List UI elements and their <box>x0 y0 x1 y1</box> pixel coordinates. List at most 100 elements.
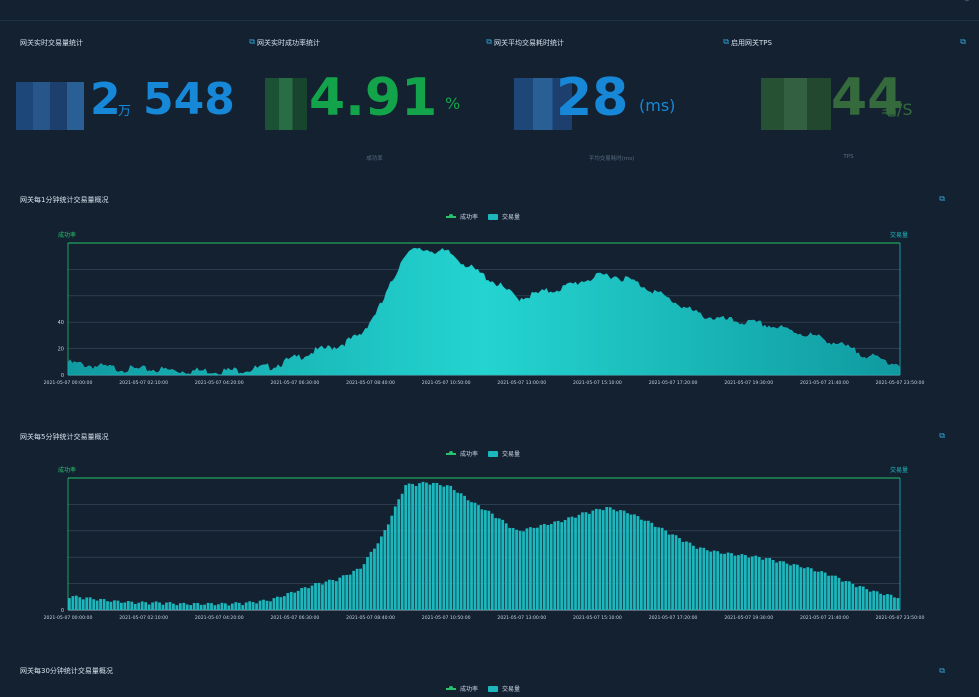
volume-bar <box>192 603 196 610</box>
volume-bar <box>730 553 733 610</box>
expand-icon[interactable]: ⧉ <box>939 194 945 203</box>
x-tick-label: 2021-05-07 06:30:00 <box>271 615 320 621</box>
y-tick-label: 0 <box>61 608 64 614</box>
legend-line-icon <box>446 450 456 455</box>
volume-bar <box>425 482 428 610</box>
kpi-subtitle: 平均交易耗时(ms) <box>588 156 635 162</box>
volume-bar <box>109 601 113 610</box>
x-tick-label: 2021-05-07 17:20:00 <box>649 380 698 386</box>
volume-bar <box>237 602 241 610</box>
volume-bar <box>272 598 276 610</box>
volume-bar <box>615 511 619 610</box>
settings-icon[interactable]: ⚙ <box>963 0 971 4</box>
chart-legend[interactable]: 成功率 交易量 <box>446 449 520 458</box>
volume-bar <box>182 602 186 610</box>
volume-bar <box>820 571 824 610</box>
volume-bar <box>809 568 813 610</box>
kpi-card-latency: 网关平均交易耗时统计 ⧉ 28 (ms) 平均交易耗时(ms) <box>494 30 729 180</box>
volume-bar <box>591 510 595 610</box>
volume-bar <box>712 550 716 610</box>
legend-volume: 交易量 <box>502 686 521 693</box>
volume-bar <box>695 548 699 610</box>
volume-bar <box>771 559 775 610</box>
x-tick-label: 2021-05-07 04:20:00 <box>195 615 244 621</box>
x-tick-label: 2021-05-07 23:50:00 <box>876 615 925 621</box>
volume-bar <box>750 556 754 610</box>
volume-bar <box>782 561 785 610</box>
volume-bar <box>255 603 258 610</box>
kpi-card-volume: 网关实时交易量统计 ⧉ 2 万 548 <box>16 30 255 180</box>
volume-bar <box>841 581 844 610</box>
expand-icon[interactable]: ⧉ <box>486 37 492 46</box>
chart-title: 网关每5分钟统计交易量概况 <box>20 433 109 441</box>
right-axis-label: 交易量 <box>890 231 908 239</box>
volume-bar <box>726 552 730 610</box>
volume-bar <box>359 568 362 610</box>
volume-bar <box>792 564 796 610</box>
volume-bar <box>570 516 574 610</box>
volume-bar <box>373 548 376 610</box>
volume-bar <box>279 597 283 610</box>
volume-bar <box>380 536 383 610</box>
volume-bar <box>310 585 314 610</box>
chart-legend[interactable]: 成功率 交易量 <box>446 212 520 221</box>
volume-bar <box>258 600 262 610</box>
volume-bar <box>289 591 293 610</box>
chart-1-svg[interactable]: 成功率 交易量 0 20 40 2021-05-07 00:00:00 2021-05-07… <box>20 225 960 390</box>
volume-bar <box>92 599 96 610</box>
volume-bar <box>120 602 123 610</box>
volume-bar <box>740 554 744 610</box>
volume-bar <box>834 575 837 610</box>
volume-bar <box>241 605 245 610</box>
expand-icon[interactable]: ⧉ <box>960 37 966 46</box>
volume-bar <box>588 513 591 610</box>
volume-bar <box>511 527 515 610</box>
y-tick-label: 20 <box>58 347 64 353</box>
kpi-title: 网关实时成功率统计 <box>257 39 320 47</box>
volume-bar <box>660 527 664 610</box>
legend-volume: 交易量 <box>502 214 521 221</box>
volume-bar <box>581 512 584 610</box>
volume-bar <box>536 527 539 610</box>
kpi-card-success-rate: 网关实时成功率统计 ⧉ 4.91 % 成功率 <box>257 30 492 180</box>
volume-bar <box>702 547 706 610</box>
volume-bar <box>435 482 439 610</box>
expand-icon[interactable]: ⧉ <box>249 37 255 46</box>
volume-bar <box>348 574 352 610</box>
volume-bar <box>210 603 213 610</box>
volume-bar <box>244 602 248 610</box>
x-tick-label: 2021-05-07 06:30:00 <box>271 380 320 386</box>
volume-bar <box>165 602 168 610</box>
volume-bar <box>858 586 862 610</box>
volume-bar <box>629 514 633 610</box>
volume-bar <box>577 514 581 610</box>
volume-bar <box>68 598 71 610</box>
x-tick-label: 2021-05-07 17:20:00 <box>649 615 698 621</box>
legend-line-icon <box>446 213 456 218</box>
chart-title: 网关每1分钟统计交易量概况 <box>20 196 109 204</box>
y-tick-label: 40 <box>58 320 64 326</box>
volume-bar <box>328 579 331 610</box>
volume-bar <box>102 599 106 610</box>
volume-bar <box>477 505 480 610</box>
volume-bar <box>744 555 747 610</box>
expand-icon[interactable]: ⧉ <box>723 37 729 46</box>
volume-bar <box>74 595 78 610</box>
volume-bar <box>796 564 799 610</box>
expand-icon[interactable]: ⧉ <box>939 431 945 440</box>
kpi-value: 44 <box>831 68 904 128</box>
chart-legend[interactable]: 成功率 交易量 <box>446 684 520 693</box>
volume-bar <box>705 550 709 610</box>
legend-bar-icon <box>488 450 499 457</box>
volume-bar <box>220 602 224 610</box>
x-tick-label: 2021-05-07 08:40:00 <box>346 615 395 621</box>
kpi-subtitle: 成功率 <box>366 156 383 162</box>
volume-bar <box>445 485 449 610</box>
volume-bar <box>463 495 466 610</box>
volume-bar <box>747 557 751 610</box>
volume-bar <box>737 555 740 610</box>
expand-icon[interactable]: ⧉ <box>939 666 945 675</box>
volume-bar <box>813 571 817 610</box>
top-bar: ⚙ <box>0 0 979 21</box>
